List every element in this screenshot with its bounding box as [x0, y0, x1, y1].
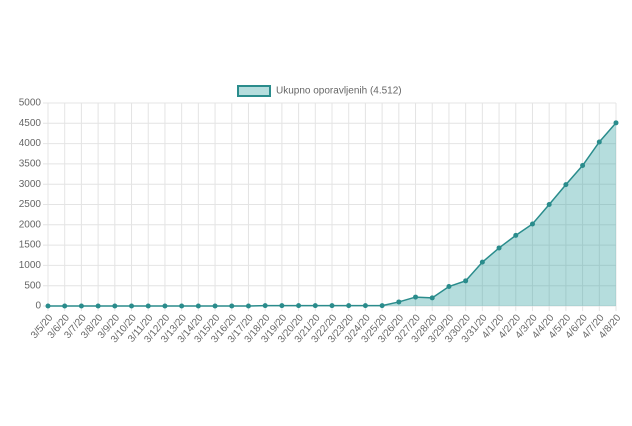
point: [279, 303, 285, 309]
point: [212, 303, 218, 309]
point: [95, 303, 101, 309]
point: [596, 139, 602, 145]
point: [129, 303, 135, 309]
point: [312, 303, 318, 309]
point: [529, 221, 535, 227]
point: [463, 278, 469, 284]
point: [346, 303, 352, 309]
point: [580, 163, 586, 169]
legend-label: Ukupno oporavljenih (4.512): [276, 86, 402, 97]
point: [45, 303, 51, 309]
legend-swatch: [237, 85, 271, 97]
point: [62, 303, 68, 309]
area: [48, 122, 616, 306]
y-tick-label: 2500: [19, 199, 42, 210]
y-tick-label: 500: [24, 280, 41, 291]
point: [479, 259, 485, 265]
point: [245, 303, 251, 309]
y-tick-label: 0: [35, 301, 41, 312]
point: [162, 303, 168, 309]
point: [296, 303, 302, 309]
point: [546, 202, 552, 207]
point: [229, 303, 235, 309]
y-tick-label: 3500: [19, 159, 42, 170]
point: [179, 303, 185, 309]
point: [413, 294, 419, 300]
point: [396, 299, 402, 305]
point: [613, 120, 619, 126]
point: [145, 303, 151, 309]
y-tick-label: 1500: [19, 240, 42, 251]
y-tick-label: 4000: [19, 138, 42, 149]
y-tick-label: 2000: [19, 219, 42, 230]
point: [496, 245, 502, 251]
y-tick-label: 4500: [19, 118, 42, 129]
point: [262, 303, 268, 309]
point: [563, 182, 569, 188]
point: [362, 303, 368, 309]
point: [329, 303, 335, 309]
point: [379, 303, 385, 309]
y-tick-label: 3000: [19, 179, 42, 190]
point: [446, 284, 452, 290]
y-tick-label: 1000: [19, 260, 42, 271]
point: [195, 303, 201, 309]
point: [429, 295, 435, 301]
point: [112, 303, 118, 309]
y-tick-label: 5000: [19, 98, 42, 109]
point: [513, 232, 519, 238]
point: [78, 303, 84, 309]
